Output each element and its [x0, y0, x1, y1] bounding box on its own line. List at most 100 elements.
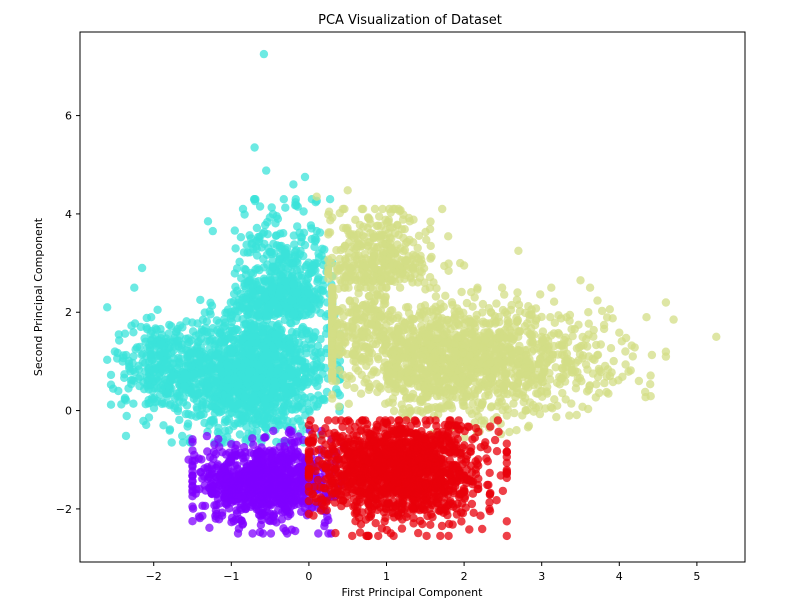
scatter-point [268, 282, 277, 291]
scatter-point [208, 324, 218, 333]
scatter-point [514, 300, 524, 309]
scatter-point [274, 320, 283, 329]
scatter-point [333, 265, 342, 274]
scatter-point [289, 180, 298, 189]
scatter-point [400, 225, 409, 234]
scatter-point [114, 330, 124, 339]
scatter-point [584, 319, 593, 328]
scatter-point [136, 372, 145, 381]
scatter-point [484, 387, 493, 397]
scatter-point [292, 330, 301, 339]
scatter-point [599, 320, 609, 330]
scatter-point [384, 217, 393, 227]
scatter-point [596, 340, 605, 349]
scatter-point [388, 276, 397, 285]
scatter-point [300, 393, 309, 403]
scatter-point [398, 317, 407, 326]
scatter-point [207, 301, 217, 310]
scatter-point [468, 329, 477, 338]
scatter-point [368, 301, 377, 310]
scatter-point [465, 406, 474, 415]
scatter-point [192, 412, 201, 421]
scatter-point [364, 214, 373, 223]
scatter-point [554, 328, 563, 338]
scatter-point [176, 354, 185, 363]
scatter-point [253, 300, 262, 309]
scatter-point [262, 312, 272, 321]
scatter-point [600, 361, 610, 371]
scatter-point [103, 355, 112, 364]
scatter-point [299, 251, 308, 261]
scatter-point [212, 387, 221, 396]
scatter-point [513, 288, 522, 297]
scatter-point [412, 363, 421, 372]
scatter-point [712, 332, 721, 341]
scatter-point [379, 300, 388, 309]
scatter-point [223, 375, 232, 384]
scatter-point [249, 280, 258, 289]
scatter-point [560, 340, 569, 350]
scatter-point [413, 243, 422, 253]
scatter-point [380, 341, 390, 351]
scatter-point [478, 399, 487, 408]
scatter-point [528, 372, 538, 382]
scatter-point [412, 374, 421, 383]
scatter-point [384, 310, 393, 319]
scatter-point [291, 252, 300, 261]
scatter-point [201, 323, 210, 333]
scatter-point [538, 327, 548, 336]
scatter-point [147, 374, 156, 384]
scatter-point [231, 244, 240, 253]
scatter-point [400, 325, 409, 335]
scatter-point [358, 300, 368, 310]
scatter-point [247, 240, 256, 249]
scatter-point [324, 228, 333, 237]
scatter-point [203, 355, 212, 364]
scatter-point [536, 354, 545, 364]
scatter-point [399, 353, 409, 362]
scatter-point [576, 276, 585, 285]
scatter-point [440, 261, 449, 271]
scatter-point [187, 348, 197, 358]
scatter-point [193, 319, 202, 328]
scatter-point [269, 415, 278, 425]
scatter-point [370, 263, 379, 273]
scatter-point [167, 322, 176, 331]
scatter-point [387, 326, 396, 335]
scatter-point [279, 195, 288, 204]
scatter-point [293, 222, 302, 231]
scatter-point [563, 358, 573, 367]
scatter-point [381, 349, 390, 358]
scatter-point [473, 283, 482, 292]
scatter-point [390, 384, 399, 393]
scatter-point [485, 358, 495, 367]
scatter-point [188, 435, 197, 444]
scatter-point [268, 320, 277, 330]
scatter-point [646, 371, 655, 380]
scatter-point [201, 387, 210, 396]
scatter-point [470, 389, 480, 399]
scatter-point [417, 268, 426, 277]
scatter-point [217, 401, 227, 410]
scatter-point [235, 399, 244, 408]
scatter-point [565, 411, 574, 420]
scatter-point [538, 369, 548, 378]
scatter-point [288, 405, 297, 414]
scatter-point [416, 395, 425, 404]
scatter-point [572, 410, 581, 420]
scatter-point [188, 502, 197, 511]
scatter-point [326, 258, 335, 267]
scatter-point [343, 186, 352, 195]
scatter-point [266, 368, 275, 377]
scatter-point [350, 383, 359, 393]
scatter-point [487, 308, 496, 318]
scatter-point [307, 369, 316, 378]
scatter-point [316, 295, 325, 304]
scatter-point [178, 431, 187, 441]
scatter-point [507, 388, 516, 397]
scatter-point [203, 217, 213, 226]
scatter-point [624, 367, 633, 376]
scatter-point [354, 289, 363, 298]
scatter-point [550, 318, 559, 327]
scatter-point [401, 346, 410, 355]
